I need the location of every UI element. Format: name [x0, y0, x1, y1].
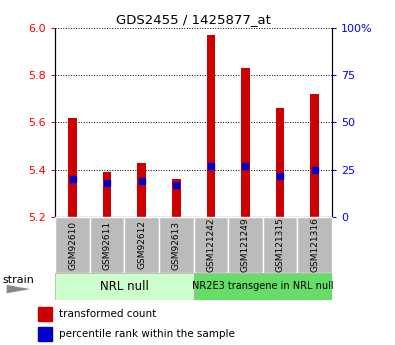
Bar: [38, 327, 52, 341]
Text: GSM92611: GSM92611: [103, 220, 112, 269]
Text: NRL null: NRL null: [100, 280, 149, 293]
Text: GSM92612: GSM92612: [137, 220, 146, 269]
Title: GDS2455 / 1425877_at: GDS2455 / 1425877_at: [116, 13, 271, 27]
Bar: [241, 68, 250, 217]
Text: GSM92610: GSM92610: [68, 220, 77, 269]
Text: strain: strain: [3, 275, 35, 285]
Polygon shape: [7, 285, 30, 293]
Text: NR2E3 transgene in NRL null: NR2E3 transgene in NRL null: [192, 282, 333, 291]
FancyBboxPatch shape: [194, 217, 228, 273]
Bar: [207, 35, 215, 217]
Bar: [172, 179, 181, 217]
Text: GSM121315: GSM121315: [275, 217, 284, 273]
Text: GSM92613: GSM92613: [172, 220, 181, 269]
FancyBboxPatch shape: [55, 273, 194, 300]
Bar: [68, 118, 77, 217]
Bar: [103, 172, 111, 217]
FancyBboxPatch shape: [124, 217, 159, 273]
FancyBboxPatch shape: [228, 217, 263, 273]
Bar: [38, 307, 52, 321]
FancyBboxPatch shape: [90, 217, 124, 273]
Text: GSM121249: GSM121249: [241, 218, 250, 272]
FancyBboxPatch shape: [159, 217, 194, 273]
Text: percentile rank within the sample: percentile rank within the sample: [59, 329, 235, 339]
Bar: [310, 94, 319, 217]
Text: transformed count: transformed count: [59, 309, 156, 319]
FancyBboxPatch shape: [297, 217, 332, 273]
Text: GSM121316: GSM121316: [310, 217, 319, 273]
FancyBboxPatch shape: [194, 273, 332, 300]
Bar: [137, 163, 146, 217]
FancyBboxPatch shape: [55, 217, 90, 273]
FancyBboxPatch shape: [263, 217, 297, 273]
Bar: [276, 108, 284, 217]
Text: GSM121242: GSM121242: [206, 218, 215, 272]
